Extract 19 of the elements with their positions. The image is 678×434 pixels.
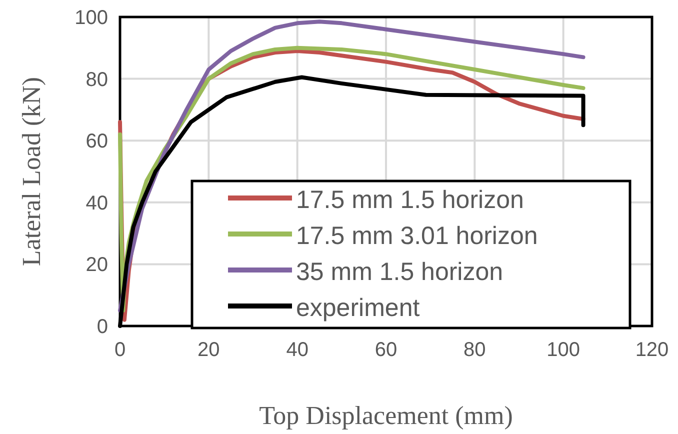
legend-label: 17.5 mm 1.5 horizon [296,186,524,214]
y-tick-label: 100 [74,7,108,29]
x-tick-label: 80 [464,339,486,361]
x-tick-label: 120 [635,339,669,361]
y-tick-label: 80 [86,68,108,91]
x-tick-label: 40 [286,339,308,361]
y-tick-label: 20 [86,254,108,276]
legend-label: 17.5 mm 3.01 horizon [296,222,538,250]
x-tick-label: 60 [374,339,398,361]
x-tick-label: 100 [546,339,580,361]
y-tick-label: 60 [86,130,108,153]
y-tick-label: 0 [96,316,108,338]
x-tick-label: 0 [114,339,126,361]
y-tick-label: 40 [86,192,108,214]
x-tick-label: 20 [198,339,220,361]
legend-label: experiment [296,294,420,322]
legend-label: 35 mm 1.5 horizon [296,258,504,286]
y-axis-title: Lateral Load (kN) [17,76,46,266]
x-axis-title: Top Displacement (mm) [259,401,513,430]
